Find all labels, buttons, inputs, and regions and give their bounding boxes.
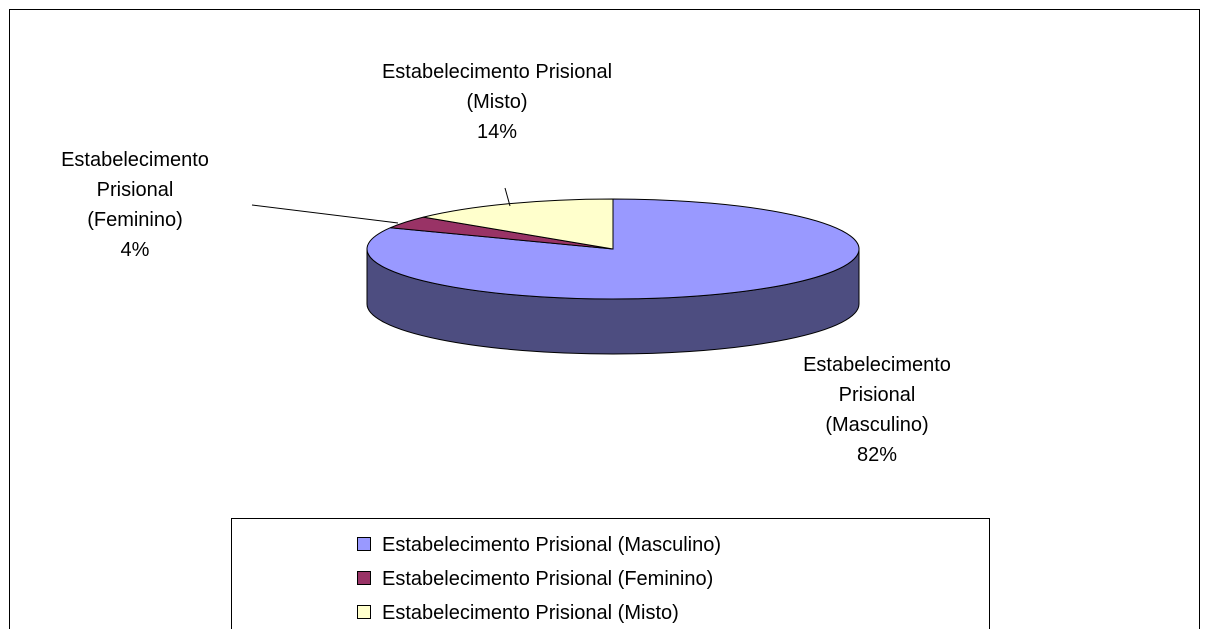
slice-label-value: 82% [856,444,898,466]
legend-swatch [357,605,371,619]
slice [423,198,614,250]
legend-label: Estabelecimento Prisional (Masculino) [382,534,721,556]
leader-line [251,204,399,224]
legend: Estabelecimento Prisional (Masculino) Est… [357,534,721,624]
slice-label-name: Estabelecimento Prisional (Misto) [381,61,613,113]
slice-label: Estabelecimento Prisional (Feminino) 4% [10,145,260,265]
slice-label: Estabelecimento Prisional (Misto) 14% [372,57,622,147]
slice-label-value: 4% [120,239,150,261]
legend-swatch [357,537,371,551]
legend-swatch [357,571,371,585]
legend-label: Estabelecimento Prisional (Feminino) [382,568,713,590]
slice-label-name: Estabelecimento Prisional (Feminino) [61,149,209,231]
leader-line [504,187,511,207]
chart-frame [9,9,1200,629]
slice-label-value: 14% [476,121,518,143]
legend-label: Estabelecimento Prisional (Misto) [382,602,679,624]
slice-label: Estabelecimento Prisional (Masculino) 82… [752,350,1002,470]
slice-label-name: Estabelecimento Prisional (Masculino) [803,354,951,436]
pie [366,198,860,355]
